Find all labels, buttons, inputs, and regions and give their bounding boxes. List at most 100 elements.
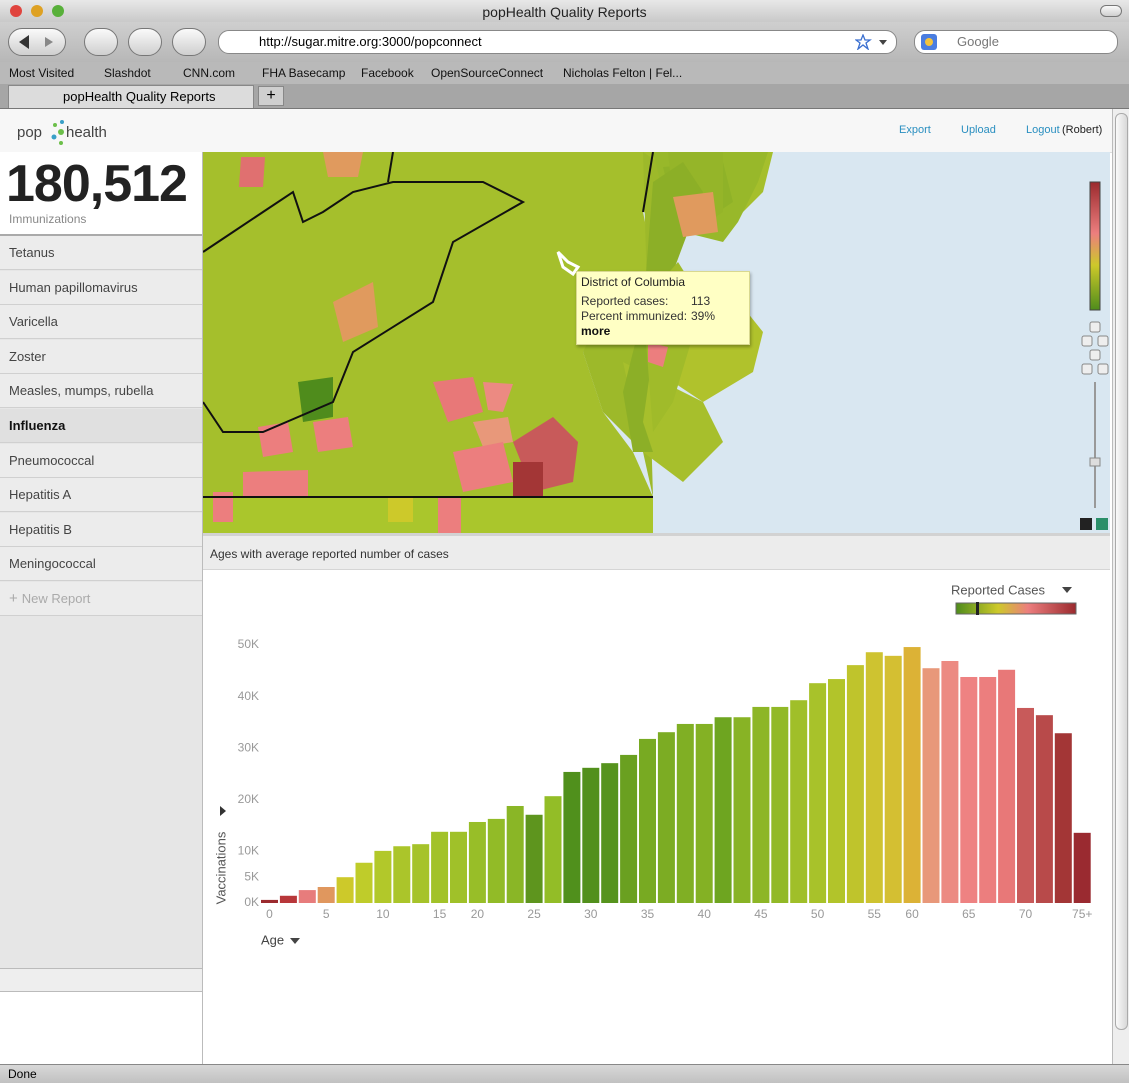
county	[213, 492, 233, 522]
x-tick-label: 40	[698, 907, 712, 921]
search-bar[interactable]: Google	[914, 30, 1118, 54]
bar	[355, 862, 373, 903]
bookmark[interactable]: Most Visited	[9, 66, 75, 80]
tooltip-value: 113	[691, 294, 711, 308]
bar	[317, 887, 335, 903]
bar	[563, 771, 581, 903]
report-item[interactable]: Measles, mumps, rubella	[0, 374, 202, 409]
report-item[interactable]: Pneumococcal	[0, 443, 202, 478]
x-tick-label: 20	[471, 907, 485, 921]
bar	[261, 899, 278, 903]
legend-marker	[976, 602, 979, 615]
home-button[interactable]	[172, 28, 206, 56]
url-bar[interactable]: http://sugar.mitre.org:3000/popconnect	[218, 30, 897, 54]
new-report-button[interactable]: + New Report	[0, 582, 202, 616]
bar	[374, 850, 392, 903]
bar	[298, 890, 316, 903]
report-item[interactable]: Influenza	[0, 409, 202, 443]
bar	[695, 723, 713, 903]
bar	[865, 652, 883, 903]
bar	[676, 723, 694, 903]
report-item[interactable]: Varicella	[0, 305, 202, 340]
title-bar: popHealth Quality Reports	[0, 0, 1129, 22]
bar	[998, 669, 1016, 903]
stop-button[interactable]	[128, 28, 162, 56]
reload-button[interactable]	[84, 28, 118, 56]
bookmark[interactable]: Slashdot	[104, 66, 151, 80]
x-tick-label: 30	[584, 907, 598, 921]
report-item[interactable]: Meningococcal	[0, 547, 202, 582]
bookmark[interactable]: Nicholas Felton | Fel...	[563, 66, 683, 80]
bar	[525, 814, 543, 903]
report-item[interactable]: Hepatitis B	[0, 512, 202, 547]
sidebar: 180,512 Immunizations Tetanus Human papil…	[0, 152, 203, 1064]
county	[453, 442, 513, 492]
logo: pop health	[17, 120, 107, 145]
x-tick-label: 70	[1019, 907, 1033, 921]
bookmark[interactable]: FHA Basecamp	[262, 66, 346, 80]
nav-icons	[19, 35, 53, 49]
scrollbar[interactable]	[1112, 109, 1129, 1064]
bar	[279, 895, 297, 903]
minimize-button[interactable]	[31, 5, 43, 17]
back-forward[interactable]	[8, 28, 66, 56]
county	[513, 462, 543, 497]
new-tab-button[interactable]: +	[258, 86, 284, 106]
summary-count: 180,512	[6, 155, 188, 213]
x-tick-label: 10	[376, 907, 390, 921]
y-tick-label: 0K	[244, 895, 259, 909]
bar	[506, 805, 524, 903]
x-tick-label: 35	[641, 907, 655, 921]
summary-box: 180,512 Immunizations	[0, 152, 202, 236]
legend-scale	[955, 602, 1077, 615]
bar	[487, 818, 505, 903]
bookmark-star[interactable]	[855, 34, 891, 50]
legend-dropdown[interactable]	[1062, 587, 1072, 593]
bar	[809, 683, 827, 903]
county	[433, 377, 483, 422]
tooltip-more-link[interactable]: more	[581, 324, 611, 338]
county	[438, 497, 461, 533]
logout-link[interactable]: Logout	[1026, 124, 1060, 136]
x-axis-dropdown[interactable]	[290, 938, 300, 944]
bar	[412, 844, 430, 903]
axis-toggle[interactable]	[220, 806, 226, 816]
zoom-control[interactable]	[1080, 321, 1109, 530]
county	[313, 417, 353, 452]
y-tick-label: 40K	[238, 689, 259, 703]
bar	[620, 754, 638, 903]
legend-title: Reported Cases	[951, 582, 1045, 597]
bar	[544, 796, 562, 903]
tab-bar: popHealth Quality Reports +	[0, 84, 1129, 109]
y-tick-label: 10K	[238, 844, 259, 858]
tab[interactable]: popHealth Quality Reports	[8, 85, 254, 108]
map-color-scale	[1089, 181, 1101, 311]
tooltip-value: 39%	[691, 309, 716, 323]
county	[298, 377, 333, 422]
report-item[interactable]: Human papillomavirus	[0, 270, 202, 305]
x-axis-label: Age	[261, 932, 284, 947]
state-border	[387, 152, 654, 213]
report-item[interactable]: Zoster	[0, 339, 202, 374]
bar	[903, 647, 921, 903]
toolbar-toggle[interactable]	[1100, 5, 1122, 17]
bookmark[interactable]: CNN.com	[183, 66, 236, 80]
y-tick-label: 5K	[244, 869, 259, 883]
close-button[interactable]	[10, 5, 22, 17]
bookmark[interactable]: OpenSourceConnect	[431, 66, 544, 80]
bookmark[interactable]: Facebook	[361, 66, 414, 80]
report-item[interactable]: Hepatitis A	[0, 478, 202, 513]
bar	[582, 767, 600, 903]
logo-text: pop	[17, 124, 42, 141]
scroll-thumb[interactable]	[1115, 113, 1128, 1030]
bar	[336, 877, 354, 903]
report-item[interactable]: Tetanus	[0, 236, 202, 270]
upload-link[interactable]: Upload	[961, 124, 996, 136]
zoom-button[interactable]	[52, 5, 64, 17]
y-tick-label: 50K	[238, 637, 259, 651]
x-tick-label: 55	[868, 907, 882, 921]
bar	[431, 831, 449, 903]
export-link[interactable]: Export	[899, 124, 931, 136]
county	[323, 152, 363, 177]
bar	[657, 732, 675, 903]
